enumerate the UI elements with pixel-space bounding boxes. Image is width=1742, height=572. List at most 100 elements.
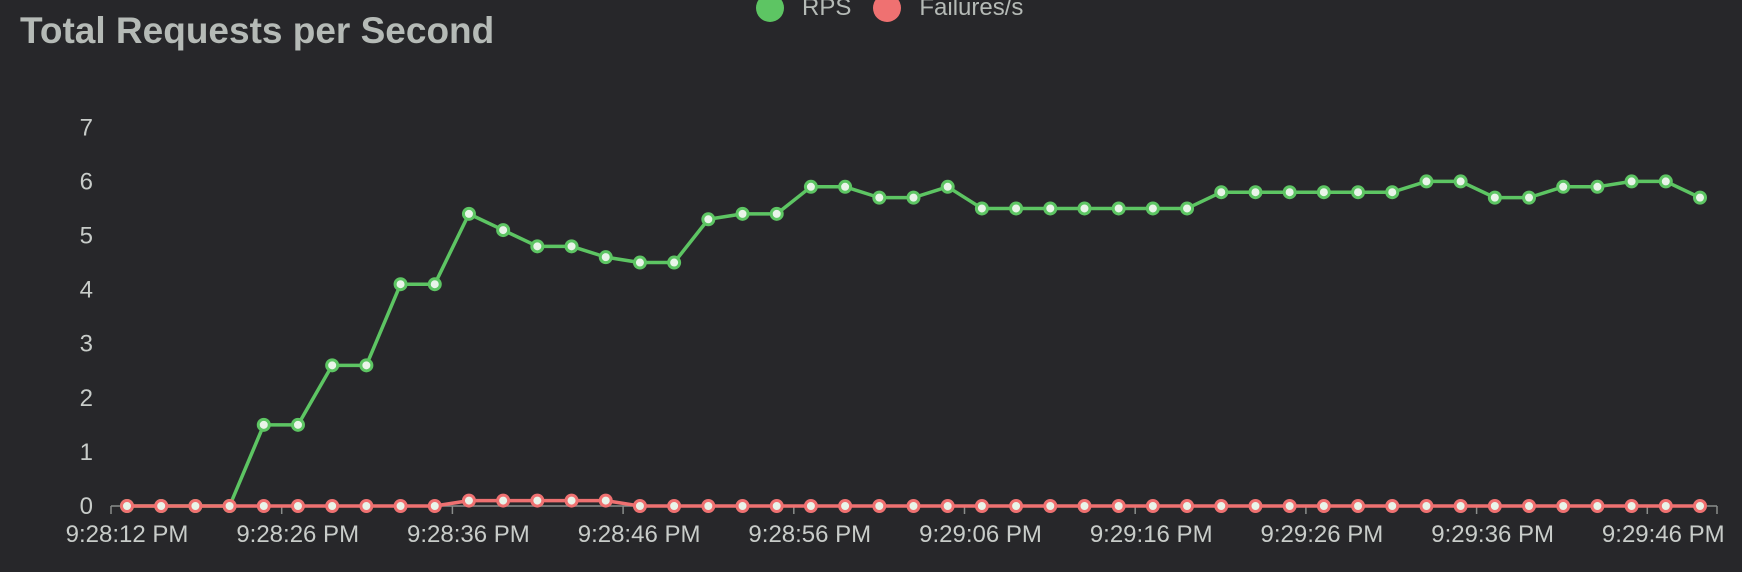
y-tick-label: 5 bbox=[80, 223, 93, 250]
data-point-failures[interactable] bbox=[427, 499, 442, 513]
legend-item-failures[interactable]: Failures/s bbox=[873, 0, 1023, 22]
data-point-failures[interactable] bbox=[290, 499, 305, 513]
data-point-failures[interactable] bbox=[1282, 499, 1297, 513]
data-point-failures[interactable] bbox=[940, 499, 955, 513]
data-point-rps[interactable] bbox=[393, 277, 408, 292]
data-point-failures[interactable] bbox=[1248, 499, 1263, 513]
legend-swatch-failures bbox=[873, 0, 902, 22]
y-tick-label: 1 bbox=[80, 439, 93, 466]
data-point-rps[interactable] bbox=[974, 201, 989, 216]
data-point-rps[interactable] bbox=[598, 250, 613, 265]
data-point-failures[interactable] bbox=[1624, 499, 1639, 513]
data-point-rps[interactable] bbox=[1351, 185, 1366, 200]
data-point-rps[interactable] bbox=[325, 358, 340, 373]
data-point-rps[interactable] bbox=[1009, 201, 1024, 216]
data-point-rps[interactable] bbox=[1043, 201, 1058, 216]
data-point-rps[interactable] bbox=[496, 223, 511, 238]
data-point-rps[interactable] bbox=[1556, 179, 1571, 194]
data-point-rps[interactable] bbox=[1453, 174, 1468, 189]
data-point-failures[interactable] bbox=[598, 493, 613, 508]
y-tick-label: 3 bbox=[80, 331, 93, 358]
data-point-failures[interactable] bbox=[1385, 499, 1400, 513]
data-point-failures[interactable] bbox=[803, 499, 818, 513]
data-point-rps[interactable] bbox=[940, 179, 955, 194]
data-point-failures[interactable] bbox=[564, 493, 579, 508]
data-point-rps[interactable] bbox=[564, 239, 579, 254]
data-point-rps[interactable] bbox=[803, 179, 818, 194]
data-point-failures[interactable] bbox=[906, 499, 921, 513]
data-point-failures[interactable] bbox=[120, 499, 134, 513]
data-point-failures[interactable] bbox=[1487, 499, 1502, 513]
data-point-failures[interactable] bbox=[1590, 499, 1605, 513]
x-tick-label: 9:29:06 PM bbox=[919, 521, 1042, 548]
data-point-failures[interactable] bbox=[325, 499, 340, 513]
data-point-failures[interactable] bbox=[154, 499, 169, 513]
data-point-rps[interactable] bbox=[256, 417, 271, 432]
data-point-failures[interactable] bbox=[838, 499, 853, 513]
data-point-failures[interactable] bbox=[1351, 499, 1366, 513]
data-point-failures[interactable] bbox=[632, 499, 647, 513]
data-point-failures[interactable] bbox=[667, 499, 682, 513]
data-point-rps[interactable] bbox=[1077, 201, 1092, 216]
data-point-failures[interactable] bbox=[256, 499, 271, 513]
data-point-rps[interactable] bbox=[1624, 174, 1639, 189]
data-point-failures[interactable] bbox=[1419, 499, 1434, 513]
data-point-failures[interactable] bbox=[461, 493, 476, 508]
data-point-failures[interactable] bbox=[1556, 499, 1571, 513]
data-point-rps[interactable] bbox=[632, 255, 647, 270]
data-point-failures[interactable] bbox=[393, 499, 408, 513]
data-point-failures[interactable] bbox=[1043, 499, 1058, 513]
data-point-failures[interactable] bbox=[735, 499, 750, 513]
data-point-failures[interactable] bbox=[1453, 499, 1468, 513]
data-point-failures[interactable] bbox=[530, 493, 545, 508]
legend-item-rps[interactable]: RPS bbox=[756, 0, 851, 22]
data-point-rps[interactable] bbox=[1522, 190, 1537, 205]
data-point-rps[interactable] bbox=[838, 179, 853, 194]
data-point-failures[interactable] bbox=[1693, 499, 1707, 513]
data-point-rps[interactable] bbox=[1658, 174, 1673, 189]
data-point-failures[interactable] bbox=[1316, 499, 1331, 513]
data-point-failures[interactable] bbox=[1522, 499, 1537, 513]
data-point-failures[interactable] bbox=[1145, 499, 1160, 513]
data-point-failures[interactable] bbox=[701, 499, 716, 513]
data-point-rps[interactable] bbox=[1590, 179, 1605, 194]
data-point-rps[interactable] bbox=[735, 206, 750, 221]
data-point-rps[interactable] bbox=[1316, 185, 1331, 200]
data-point-rps[interactable] bbox=[1145, 201, 1160, 216]
y-axis: 0 1 2 3 4 5 6 7 bbox=[80, 114, 93, 520]
data-point-rps[interactable] bbox=[1385, 185, 1400, 200]
data-point-rps[interactable] bbox=[701, 212, 716, 227]
data-point-failures[interactable] bbox=[1180, 499, 1195, 513]
data-point-rps[interactable] bbox=[1248, 185, 1263, 200]
data-point-failures[interactable] bbox=[1009, 499, 1024, 513]
data-point-failures[interactable] bbox=[1214, 499, 1229, 513]
data-point-rps[interactable] bbox=[667, 255, 682, 270]
data-point-rps[interactable] bbox=[769, 206, 784, 221]
data-point-rps[interactable] bbox=[359, 358, 374, 373]
data-point-failures[interactable] bbox=[1658, 499, 1673, 513]
data-point-rps[interactable] bbox=[290, 417, 305, 432]
data-point-rps[interactable] bbox=[872, 190, 887, 205]
data-point-rps[interactable] bbox=[906, 190, 921, 205]
data-point-rps[interactable] bbox=[530, 239, 545, 254]
data-point-rps[interactable] bbox=[1419, 174, 1434, 189]
data-point-rps[interactable] bbox=[1180, 201, 1195, 216]
data-point-rps[interactable] bbox=[427, 277, 442, 292]
data-point-rps[interactable] bbox=[1487, 190, 1502, 205]
data-point-rps[interactable] bbox=[1111, 201, 1126, 216]
data-point-failures[interactable] bbox=[872, 499, 887, 513]
series-layer bbox=[120, 174, 1707, 513]
data-point-rps[interactable] bbox=[1282, 185, 1297, 200]
y-tick-label: 6 bbox=[80, 168, 93, 195]
data-point-rps[interactable] bbox=[1693, 190, 1707, 205]
data-point-rps[interactable] bbox=[1214, 185, 1229, 200]
data-point-failures[interactable] bbox=[769, 499, 784, 513]
data-point-rps[interactable] bbox=[461, 206, 476, 221]
data-point-failures[interactable] bbox=[359, 499, 374, 513]
data-point-failures[interactable] bbox=[188, 499, 203, 513]
data-point-failures[interactable] bbox=[974, 499, 989, 513]
data-point-failures[interactable] bbox=[1111, 499, 1126, 513]
data-point-failures[interactable] bbox=[496, 493, 511, 508]
data-point-failures[interactable] bbox=[222, 499, 237, 513]
data-point-failures[interactable] bbox=[1077, 499, 1092, 513]
